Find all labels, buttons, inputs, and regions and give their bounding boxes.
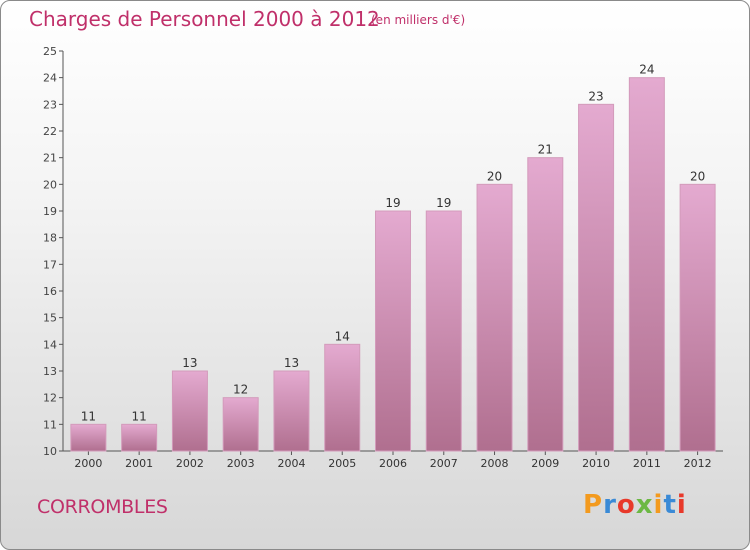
x-tick-label: 2010 — [582, 457, 610, 470]
x-tick-label: 2006 — [379, 457, 407, 470]
brand-letter: o — [616, 490, 636, 520]
data-label: 11 — [81, 409, 96, 423]
data-label: 13 — [182, 356, 197, 370]
x-tick-label: 2012 — [684, 457, 712, 470]
y-tick-label: 16 — [43, 285, 57, 298]
data-label: 21 — [538, 143, 553, 157]
x-tick-label: 2002 — [176, 457, 204, 470]
brand-letter: i — [653, 490, 664, 520]
data-label: 13 — [284, 356, 299, 370]
data-label: 19 — [385, 196, 400, 210]
bar — [578, 103, 615, 452]
brand-letter: x — [635, 490, 654, 520]
x-tick-label: 2009 — [531, 457, 559, 470]
chart-subtitle: (en milliers d'€) — [371, 13, 466, 27]
data-label: 12 — [233, 383, 248, 397]
bar — [375, 210, 411, 452]
bars — [70, 77, 716, 452]
data-label: 11 — [132, 409, 147, 423]
x-tick-label: 2011 — [633, 457, 661, 470]
x-tick-label: 2008 — [481, 457, 509, 470]
y-tick-label: 22 — [43, 125, 57, 138]
y-tick-label: 12 — [43, 392, 57, 405]
x-tick-label: 2001 — [125, 457, 153, 470]
data-label: 20 — [690, 169, 705, 183]
x-axis: 2000 2001 2002 2003 2004 2005 2006 2007 2008 2009… — [63, 450, 723, 470]
y-tick-label: 15 — [43, 312, 57, 325]
bar — [70, 423, 107, 452]
proxiti-logo: Proxiti — [583, 490, 687, 520]
data-label: 14 — [335, 329, 350, 343]
brand-letter: i — [676, 490, 687, 520]
bar — [476, 183, 513, 452]
x-tick-label: 2003 — [227, 457, 255, 470]
y-tick-label: 20 — [43, 178, 57, 191]
bar — [527, 157, 564, 452]
y-tick-label: 10 — [43, 445, 57, 458]
y-tick-label: 23 — [43, 98, 57, 111]
bar — [679, 183, 716, 452]
data-label: 20 — [487, 169, 502, 183]
data-label: 19 — [436, 196, 451, 210]
bar — [121, 423, 158, 452]
commune-name: CORROMBLES — [37, 496, 168, 518]
y-tick-label: 17 — [43, 258, 57, 271]
brand-letter: r — [603, 490, 617, 520]
bar — [324, 343, 361, 452]
x-tick-label: 2004 — [277, 457, 305, 470]
bar — [222, 397, 259, 452]
data-label: 24 — [639, 63, 654, 77]
y-tick-label: 19 — [43, 205, 57, 218]
data-labels: 11 11 13 12 13 14 19 19 20 21 23 24 20 — [81, 63, 706, 424]
y-tick-label: 24 — [43, 72, 57, 85]
x-tick-label: 2005 — [328, 457, 356, 470]
bar — [628, 77, 665, 452]
brand-letter: P — [583, 490, 604, 520]
chart-title: Charges de Personnel 2000 à 2012 — [29, 7, 380, 31]
bar — [171, 370, 208, 452]
y-axis: 10 11 12 13 14 15 16 17 18 19 20 21 22 23 24 25 — [43, 45, 64, 458]
y-tick-label: 13 — [43, 365, 57, 378]
x-tick-label: 2000 — [74, 457, 102, 470]
brand-letter: t — [663, 490, 677, 520]
bar — [273, 370, 310, 452]
x-tick-label: 2007 — [430, 457, 458, 470]
y-tick-label: 21 — [43, 152, 57, 165]
data-label: 23 — [588, 89, 603, 103]
y-tick-label: 11 — [43, 418, 57, 431]
y-tick-label: 14 — [43, 338, 57, 351]
bar — [425, 210, 462, 452]
y-tick-label: 18 — [43, 232, 57, 245]
y-tick-label: 25 — [43, 45, 57, 58]
